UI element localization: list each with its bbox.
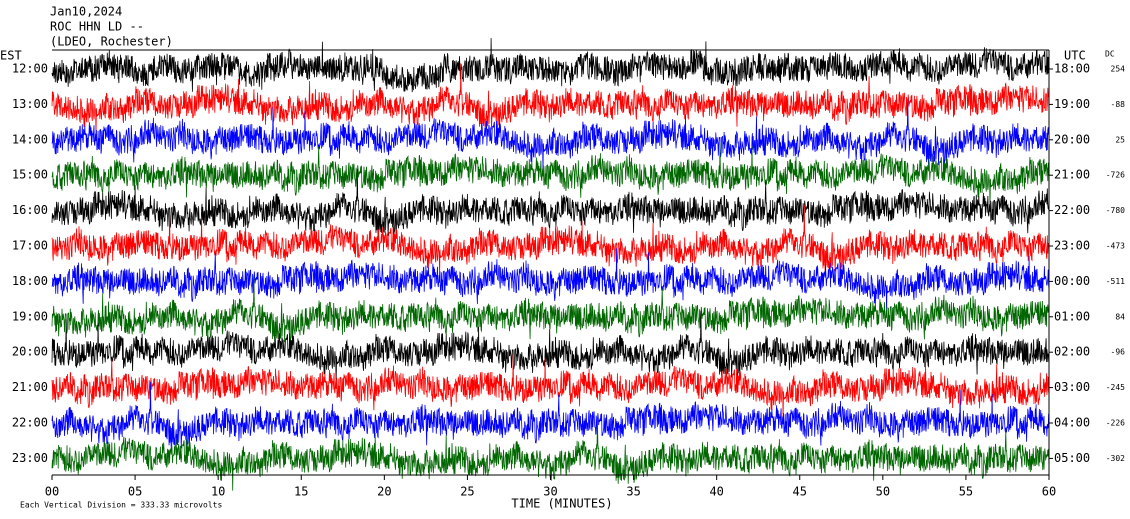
trace bbox=[51, 275, 1050, 343]
x-tick-label: 05 bbox=[128, 485, 142, 499]
trace bbox=[51, 204, 1050, 279]
utc-label: 04:00 bbox=[1054, 416, 1090, 430]
x-tick-label: 00 bbox=[45, 485, 59, 499]
utc-label: 01:00 bbox=[1054, 309, 1090, 323]
est-label: 19:00 bbox=[12, 309, 48, 323]
x-tick-label: 25 bbox=[460, 485, 474, 499]
trace bbox=[51, 354, 1050, 420]
utc-label: 21:00 bbox=[1054, 168, 1090, 182]
x-tick-label: 10 bbox=[211, 485, 225, 499]
utc-label: 05:00 bbox=[1054, 451, 1090, 465]
est-label: 16:00 bbox=[12, 203, 48, 217]
dc-value: -226 bbox=[1106, 419, 1125, 428]
dc-value: -88 bbox=[1111, 100, 1126, 109]
x-tick-label: 30 bbox=[543, 485, 557, 499]
utc-label: 23:00 bbox=[1054, 239, 1090, 253]
est-label: 20:00 bbox=[12, 345, 48, 359]
utc-label: 03:00 bbox=[1054, 380, 1090, 394]
x-tick-label: 55 bbox=[959, 485, 973, 499]
est-label: 18:00 bbox=[12, 274, 48, 288]
est-label: 13:00 bbox=[12, 97, 48, 111]
trace bbox=[51, 310, 1050, 385]
footer: Each Vertical Division = 333.33 microvol… bbox=[20, 501, 222, 510]
dc-value: -726 bbox=[1106, 171, 1125, 180]
utc-label: 02:00 bbox=[1054, 345, 1090, 359]
trace bbox=[51, 381, 1050, 449]
est-label: 12:00 bbox=[12, 62, 48, 76]
x-tick-label: 15 bbox=[294, 485, 308, 499]
trace bbox=[51, 63, 1050, 137]
dc-value: -245 bbox=[1106, 383, 1125, 392]
trace bbox=[51, 169, 1050, 237]
dc-value: -780 bbox=[1106, 206, 1125, 215]
trace bbox=[51, 248, 1050, 314]
title-line: Jan10,2024 bbox=[50, 5, 122, 19]
utc-label: 22:00 bbox=[1054, 203, 1090, 217]
utc-label: 19:00 bbox=[1054, 97, 1090, 111]
x-axis-label: TIME (MINUTES) bbox=[511, 497, 612, 511]
est-label: 22:00 bbox=[12, 416, 48, 430]
utc-label: 00:00 bbox=[1054, 274, 1090, 288]
utc-label: 20:00 bbox=[1054, 132, 1090, 146]
x-tick-label: 60 bbox=[1042, 485, 1056, 499]
title-line: ROC HHN LD -- bbox=[50, 20, 144, 34]
title-line: (LDEO, Rochester) bbox=[50, 35, 173, 49]
dc-value: 25 bbox=[1115, 135, 1125, 144]
x-tick-label: 35 bbox=[626, 485, 640, 499]
est-label: 14:00 bbox=[12, 132, 48, 146]
traces bbox=[51, 38, 1050, 491]
dc-header: DC bbox=[1105, 50, 1115, 59]
x-tick-label: 20 bbox=[377, 485, 391, 499]
x-tick-label: 45 bbox=[793, 485, 807, 499]
trace bbox=[51, 142, 1050, 208]
est-label: 17:00 bbox=[12, 239, 48, 253]
est-label: 15:00 bbox=[12, 168, 48, 182]
utc-label: 18:00 bbox=[1054, 62, 1090, 76]
trace bbox=[51, 417, 1050, 491]
dc-value: -473 bbox=[1106, 242, 1125, 251]
utc-header: UTC bbox=[1064, 49, 1086, 63]
x-tick-label: 50 bbox=[876, 485, 890, 499]
dc-value: -511 bbox=[1106, 277, 1125, 286]
est-label: 23:00 bbox=[12, 451, 48, 465]
trace bbox=[51, 38, 1050, 93]
trace bbox=[51, 98, 1050, 173]
est-label: 21:00 bbox=[12, 380, 48, 394]
dc-value: -302 bbox=[1106, 454, 1125, 463]
dc-value: 254 bbox=[1111, 65, 1126, 74]
dc-value: 84 bbox=[1115, 312, 1125, 321]
est-header: EST bbox=[0, 49, 22, 63]
dc-value: -96 bbox=[1111, 348, 1126, 357]
x-tick-label: 40 bbox=[709, 485, 723, 499]
